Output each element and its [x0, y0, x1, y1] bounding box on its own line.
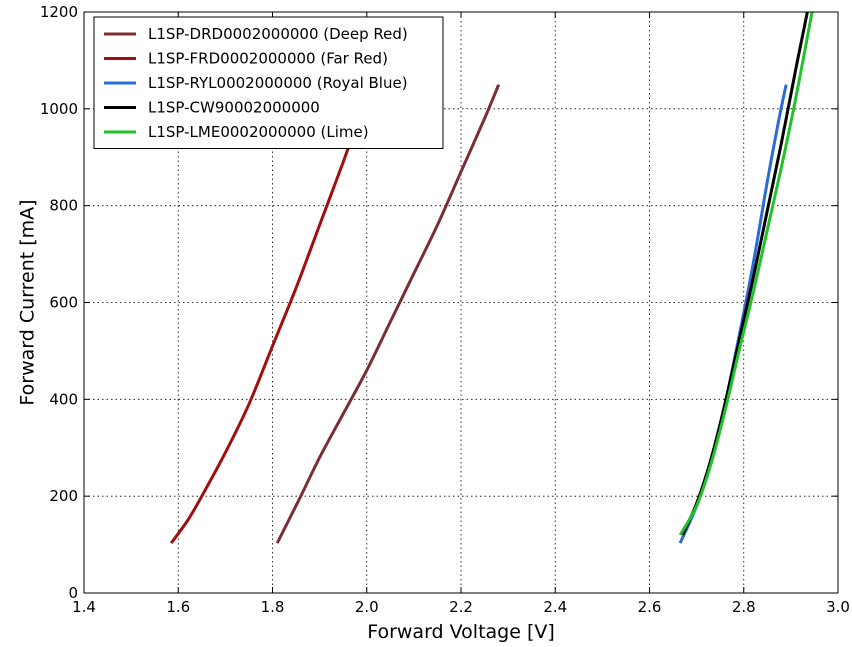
series-lines	[169, 12, 814, 545]
legend-entry: L1SP-RYL0002000000 (Royal Blue)	[148, 74, 408, 92]
x-tick-label: 2.6	[638, 598, 662, 616]
tick-labels: 1.4 1.6 1.8 2.0 2.2 2.4 2.6 2.8 3.0 0 200 400 600 800…	[40, 3, 850, 616]
x-tick-label: 2.4	[543, 598, 567, 616]
series-line-2	[678, 84, 788, 544]
x-tick-label: 1.4	[72, 598, 96, 616]
legend-box	[93, 16, 444, 149]
x-tick-label: 2.2	[449, 598, 473, 616]
y-tick-label: 400	[49, 390, 78, 408]
legend: L1SP-DRD0002000000 (Deep Red) L1SP-FRD000…	[93, 16, 444, 149]
legend-entry: L1SP-LME0002000000 (Lime)	[148, 123, 369, 141]
y-tick-label: 0	[68, 584, 78, 602]
axis-ticks	[83, 11, 839, 594]
series-line-1	[169, 108, 364, 545]
y-tick-label: 600	[49, 294, 78, 312]
y-tick-label: 200	[49, 487, 78, 505]
x-tick-label: 1.8	[261, 598, 285, 616]
y-tick-label: 1200	[40, 3, 78, 21]
series-line-3	[681, 12, 809, 536]
series-line-4	[678, 12, 814, 536]
y-tick-label: 1000	[40, 100, 78, 118]
legend-entry: L1SP-FRD0002000000 (Far Red)	[148, 50, 388, 68]
legend-entry: L1SP-DRD0002000000 (Deep Red)	[148, 25, 408, 43]
x-tick-label: 2.0	[355, 598, 379, 616]
y-tick-label: 800	[49, 197, 78, 215]
x-tick-label: 3.0	[826, 598, 850, 616]
series-line-0	[275, 84, 501, 544]
x-axis-label: Forward Voltage [V]	[367, 621, 555, 643]
x-tick-label: 2.8	[732, 598, 756, 616]
legend-entry: L1SP-CW90002000000	[148, 99, 320, 117]
x-tick-label: 1.6	[166, 598, 190, 616]
y-axis-label: Forward Current [mA]	[17, 199, 39, 405]
